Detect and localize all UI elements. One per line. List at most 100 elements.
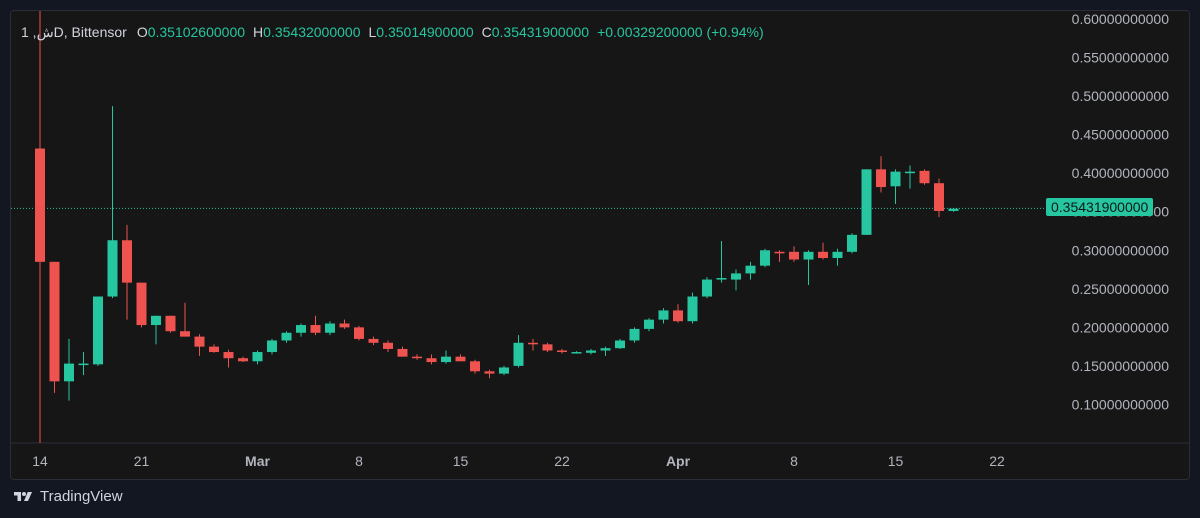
candle-body bbox=[658, 310, 669, 320]
y-tick-label: 0.40000000000 bbox=[1072, 165, 1170, 181]
candle bbox=[731, 269, 741, 291]
candle bbox=[151, 315, 161, 345]
candle bbox=[223, 349, 234, 368]
candle-body bbox=[122, 240, 132, 283]
candle-body bbox=[716, 278, 727, 280]
candle-body bbox=[484, 371, 495, 374]
candle-body bbox=[412, 356, 422, 359]
candle bbox=[296, 323, 306, 337]
candle-body bbox=[49, 261, 60, 382]
candle-body bbox=[238, 358, 248, 362]
candle-body bbox=[267, 340, 277, 353]
candle-body bbox=[774, 251, 785, 254]
candle bbox=[441, 350, 451, 364]
candle bbox=[774, 250, 785, 262]
candle bbox=[281, 331, 292, 343]
candle-body bbox=[644, 319, 654, 329]
candle bbox=[397, 346, 408, 357]
x-tick-label: 14 bbox=[32, 453, 48, 469]
candle bbox=[209, 344, 219, 353]
candle bbox=[557, 348, 567, 354]
candle bbox=[35, 148, 45, 443]
candle-body bbox=[542, 344, 553, 351]
candle-body bbox=[281, 332, 292, 341]
candle-body bbox=[209, 346, 219, 353]
x-tick-label: 8 bbox=[355, 453, 363, 469]
candle bbox=[861, 169, 872, 235]
candle-body bbox=[426, 358, 437, 363]
candle-body bbox=[687, 296, 698, 322]
candle-body bbox=[745, 265, 756, 274]
candle bbox=[49, 261, 60, 393]
candle-body bbox=[441, 356, 451, 363]
y-tick-label: 0.20000000000 bbox=[1072, 319, 1170, 335]
candle-body bbox=[180, 331, 190, 337]
symbol-label: 1 ,ﺵD, Bittensor bbox=[21, 24, 127, 40]
candle-body bbox=[151, 315, 161, 326]
candle-body bbox=[325, 323, 335, 333]
tradingview-footer[interactable]: TradingView bbox=[12, 488, 123, 505]
candle bbox=[832, 248, 843, 266]
candle-body bbox=[339, 323, 350, 328]
candle bbox=[803, 250, 814, 285]
candle-body bbox=[35, 148, 45, 262]
candle-body bbox=[861, 169, 872, 235]
candle bbox=[238, 356, 248, 363]
candle bbox=[716, 241, 727, 283]
candle bbox=[745, 261, 756, 280]
candle bbox=[948, 208, 959, 212]
candle bbox=[165, 315, 176, 333]
high-label: H bbox=[253, 24, 264, 40]
candle-body bbox=[571, 352, 582, 354]
x-tick-label: Apr bbox=[666, 453, 691, 469]
candle bbox=[180, 302, 190, 337]
candle-body bbox=[948, 208, 959, 211]
candle-body bbox=[934, 183, 944, 211]
x-tick-label: 8 bbox=[790, 453, 798, 469]
candle bbox=[673, 304, 683, 323]
candle-body bbox=[194, 336, 205, 347]
candle-body bbox=[136, 282, 147, 326]
open-label: O bbox=[136, 24, 148, 40]
close-value: 0.35431900000 bbox=[491, 24, 590, 40]
candle-body bbox=[499, 367, 509, 374]
candle bbox=[252, 350, 263, 365]
candle-body bbox=[731, 273, 741, 280]
candle-body bbox=[397, 348, 408, 357]
brand-name: TradingView bbox=[40, 488, 123, 505]
candle-body bbox=[673, 310, 683, 322]
candle-body bbox=[629, 328, 640, 341]
x-tick-label: 22 bbox=[554, 453, 570, 469]
candle-body bbox=[557, 350, 567, 353]
candle bbox=[919, 169, 930, 185]
candle-body bbox=[383, 342, 393, 349]
candle-body bbox=[296, 325, 306, 333]
candle-body bbox=[818, 251, 828, 258]
candle bbox=[905, 165, 915, 189]
x-tick-label: 21 bbox=[134, 453, 150, 469]
change-value: +0.00329200000 (+0.94%) bbox=[597, 24, 764, 40]
candlestick-chart[interactable]: 0.10000000000 0.15000000000 0.20000000000 0… bbox=[11, 11, 1189, 479]
candle-body bbox=[789, 251, 799, 260]
candle bbox=[571, 351, 582, 354]
ohlc-legend: 1 ,ﺵD, Bittensor O0.35102600000 H0.3543200… bbox=[21, 24, 772, 41]
candle-body bbox=[919, 170, 930, 184]
chart-frame[interactable]: 0.10000000000 0.15000000000 0.20000000000 0… bbox=[10, 10, 1190, 480]
candle-body bbox=[760, 250, 770, 266]
candle bbox=[876, 156, 886, 193]
candle-body bbox=[905, 171, 915, 174]
candle-body bbox=[78, 363, 89, 366]
candle bbox=[687, 292, 698, 324]
candle bbox=[194, 334, 205, 356]
y-tick-label: 0.30000000000 bbox=[1072, 242, 1170, 258]
candle bbox=[383, 340, 393, 353]
x-tick-label: Mar bbox=[245, 453, 270, 469]
open-value: 0.35102600000 bbox=[147, 24, 246, 40]
high-value: 0.35432000000 bbox=[263, 24, 361, 40]
candle bbox=[122, 224, 132, 320]
candle bbox=[629, 327, 640, 343]
last-price-tag: 0.35431900000 bbox=[1046, 198, 1154, 217]
candle-body bbox=[600, 348, 611, 351]
candle bbox=[267, 338, 277, 355]
candle-body bbox=[832, 251, 843, 258]
